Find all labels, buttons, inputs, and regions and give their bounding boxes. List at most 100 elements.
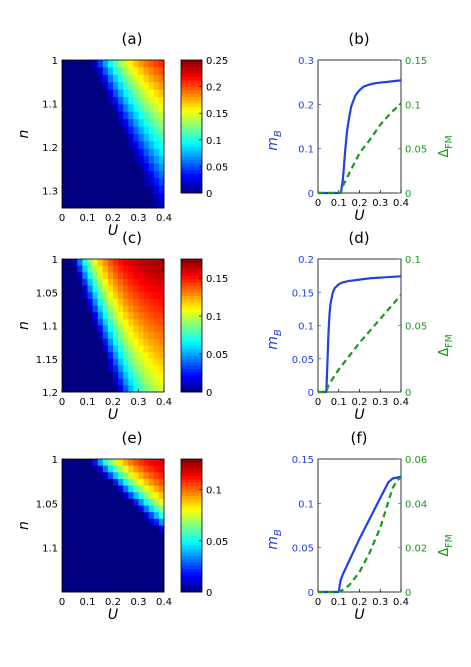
heatmap-cell xyxy=(113,104,119,113)
heatmap-cell xyxy=(113,372,119,380)
heatmap-cell xyxy=(123,82,129,90)
heatmap-cell xyxy=(82,585,88,593)
heatmap-cell xyxy=(133,459,139,467)
heatmap-cell xyxy=(87,518,93,526)
colorbar-band xyxy=(181,375,202,380)
colorbar-band xyxy=(181,136,202,141)
heatmap-cell xyxy=(133,518,139,526)
heatmap-cell xyxy=(92,352,99,360)
panel-label: (d) xyxy=(348,229,369,247)
heatmap-cell xyxy=(67,338,73,346)
heatmap-cell xyxy=(153,585,160,593)
heatmap-cell xyxy=(143,572,150,580)
heatmap-cell xyxy=(118,171,124,179)
heatmap-cell xyxy=(138,178,144,187)
colorbar-band xyxy=(181,515,202,520)
heatmap-cell xyxy=(138,478,144,486)
x-tick-label: 0.3 xyxy=(131,397,147,408)
heatmap-cell xyxy=(148,89,155,98)
heatmap-cell xyxy=(87,498,93,506)
heatmap-cell xyxy=(133,472,139,480)
x-tick-label: 0.2 xyxy=(105,213,121,224)
heatmap-cell xyxy=(143,532,150,540)
heatmap-cell xyxy=(123,478,129,486)
heatmap-cell xyxy=(158,465,165,473)
x-tick-label: 0.2 xyxy=(352,198,368,209)
heatmap-cell xyxy=(133,126,139,135)
heatmap-cell xyxy=(138,465,144,473)
heatmap-cell xyxy=(62,485,68,493)
heatmap-cell xyxy=(113,365,119,373)
heatmap-cell xyxy=(102,67,109,76)
heatmap-cell xyxy=(118,74,124,83)
colorbar-band xyxy=(181,355,202,360)
colorbar-band xyxy=(181,538,202,543)
heatmap-cell xyxy=(107,545,114,553)
heatmap-cell xyxy=(123,126,129,135)
heatmap-cell xyxy=(148,358,155,366)
heatmap-cell xyxy=(133,305,139,313)
heatmap-cell xyxy=(158,558,165,566)
heatmap-cell xyxy=(67,358,73,366)
heatmap-cell xyxy=(107,459,114,467)
heatmap-cell xyxy=(102,148,109,157)
heatmap-cell xyxy=(62,193,68,201)
heatmap-cell xyxy=(107,156,114,164)
colorbar-band xyxy=(181,302,202,306)
heatmap-cell xyxy=(87,193,93,201)
heatmap-cell xyxy=(62,545,68,553)
heatmap-cell xyxy=(148,492,155,500)
colorbar-band xyxy=(181,558,202,563)
heatmap-cell xyxy=(138,525,144,533)
colorbar-band xyxy=(181,462,202,467)
heatmap-cell xyxy=(62,372,68,380)
heatmap-cell xyxy=(87,345,93,353)
heatmap-cell xyxy=(138,485,144,493)
heatmap-cell xyxy=(153,200,160,209)
heatmap-cell xyxy=(87,97,93,105)
heatmap-cell xyxy=(148,292,155,300)
heatmap-cell xyxy=(62,285,68,293)
heatmap-cell xyxy=(118,459,124,467)
heatmap-cell xyxy=(158,82,165,90)
heatmap-cell xyxy=(82,465,88,473)
heatmap-cell xyxy=(138,558,144,566)
heatmap-cell xyxy=(123,178,129,187)
x-tick-label: 0.3 xyxy=(372,597,388,608)
colorbar-band xyxy=(181,143,202,147)
heatmap-cell xyxy=(128,111,134,120)
heatmap-cell xyxy=(72,318,78,326)
heatmap-cell xyxy=(67,472,73,480)
heatmap-cell xyxy=(128,565,134,573)
heatmap-cell xyxy=(102,200,109,209)
heatmap-cell xyxy=(97,259,104,267)
right-axis-label: ΔFM xyxy=(437,334,455,356)
heatmap-cell xyxy=(138,378,144,386)
heatmap-cell xyxy=(82,572,88,580)
heatmap-cell xyxy=(118,365,124,373)
colorbar-tick-label: 0 xyxy=(206,588,212,599)
heatmap-cell xyxy=(128,505,134,513)
heatmap-cell xyxy=(118,148,124,157)
heatmap-cell xyxy=(128,97,134,105)
colorbar-band xyxy=(181,368,202,373)
heatmap-cell xyxy=(158,298,165,306)
heatmap-cell xyxy=(67,465,73,473)
heatmap-cell xyxy=(82,545,88,553)
heatmap-cell xyxy=(128,89,134,98)
heatmap-cell xyxy=(133,89,139,98)
heatmap-cell xyxy=(67,538,73,546)
left-tick-label: 0 xyxy=(308,388,314,399)
heatmap-cell xyxy=(82,325,88,333)
colorbar-band xyxy=(181,518,202,523)
y-tick-label: 1.3 xyxy=(42,187,58,198)
heatmap-cell xyxy=(123,312,129,320)
heatmap-cell xyxy=(87,292,93,300)
heatmap-cell xyxy=(107,119,114,127)
colorbar-band xyxy=(181,338,202,343)
heatmap-cell xyxy=(123,492,129,500)
heatmap-cell xyxy=(82,305,88,313)
colorbar-band xyxy=(181,578,202,583)
heatmap-cell xyxy=(77,572,83,580)
heatmap-cell xyxy=(87,163,93,172)
